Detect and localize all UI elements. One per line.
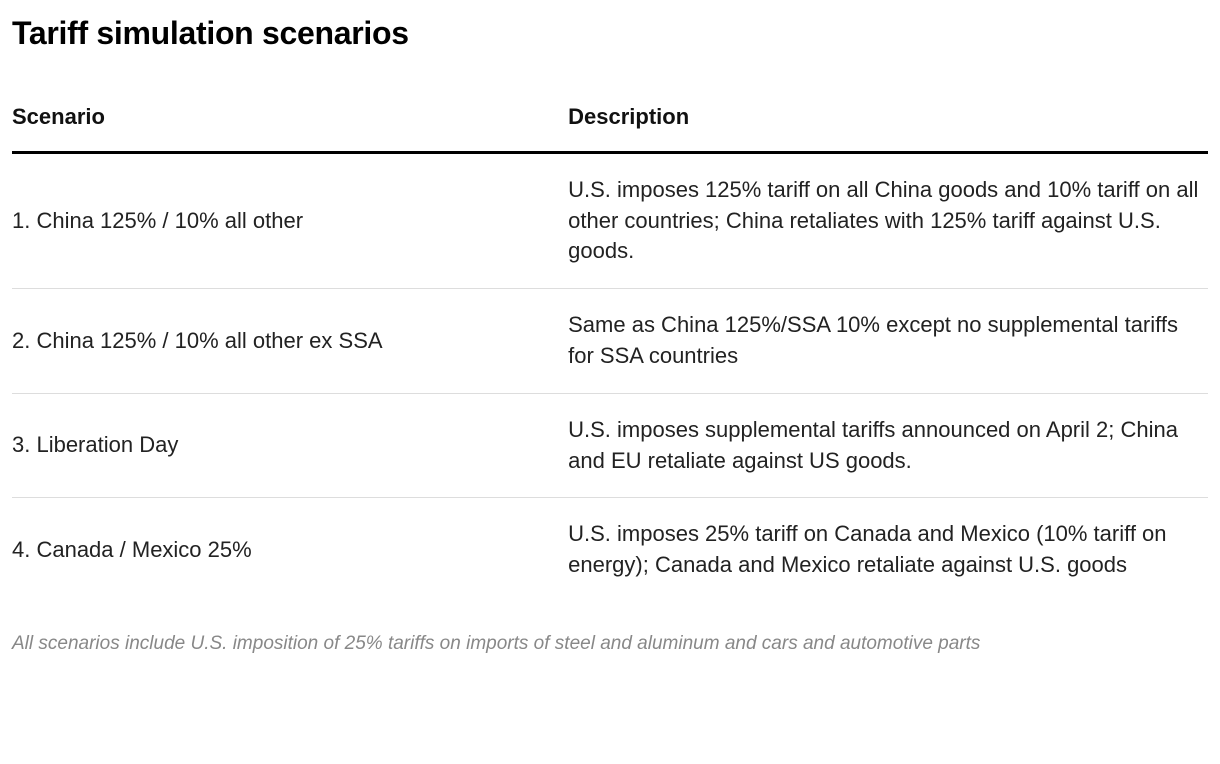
description-cell: U.S. imposes 125% tariff on all China go… xyxy=(568,152,1208,290)
column-header-scenario: Scenario xyxy=(12,104,569,154)
table-row: 1. China 125% / 10% all other U.S. impose… xyxy=(12,152,1208,290)
page-title: Tariff simulation scenarios xyxy=(12,15,409,51)
scenario-cell: 4. Canada / Mexico 25% xyxy=(12,536,252,562)
scenario-table: Scenario Description 1. China 125% / 10%… xyxy=(12,104,1208,602)
table-chart: Tariff simulation scenarios Scenario Des… xyxy=(12,15,1208,654)
table-row: 2. China 125% / 10% all other ex SSA Same… xyxy=(12,288,1208,394)
scenario-cell: 1. China 125% / 10% all other xyxy=(12,152,569,290)
scenario-cell: 3. Liberation Day xyxy=(12,393,569,499)
table-row: 4. Canada / Mexico 25% U.S. imposes 25% t… xyxy=(12,498,1208,602)
table-header: Scenario Description xyxy=(12,104,1208,154)
header-row: Scenario Description xyxy=(12,104,1208,154)
scenario-cell: 2. China 125% / 10% all other ex SSA xyxy=(12,288,569,394)
footnote: All scenarios include U.S. imposition of… xyxy=(12,632,981,654)
description-cell: Same as China 125%/SSA 10% except no sup… xyxy=(568,288,1208,394)
table-row: 3. Liberation Day U.S. imposes supplement… xyxy=(12,393,1208,499)
description-cell: U.S. imposes 25% tariff on Canada and Me… xyxy=(568,521,1167,578)
column-header-description: Description xyxy=(568,104,1208,154)
description-cell: U.S. imposes supplemental tariffs announ… xyxy=(568,393,1208,499)
table-body: 1. China 125% / 10% all other U.S. impose… xyxy=(12,152,1208,602)
